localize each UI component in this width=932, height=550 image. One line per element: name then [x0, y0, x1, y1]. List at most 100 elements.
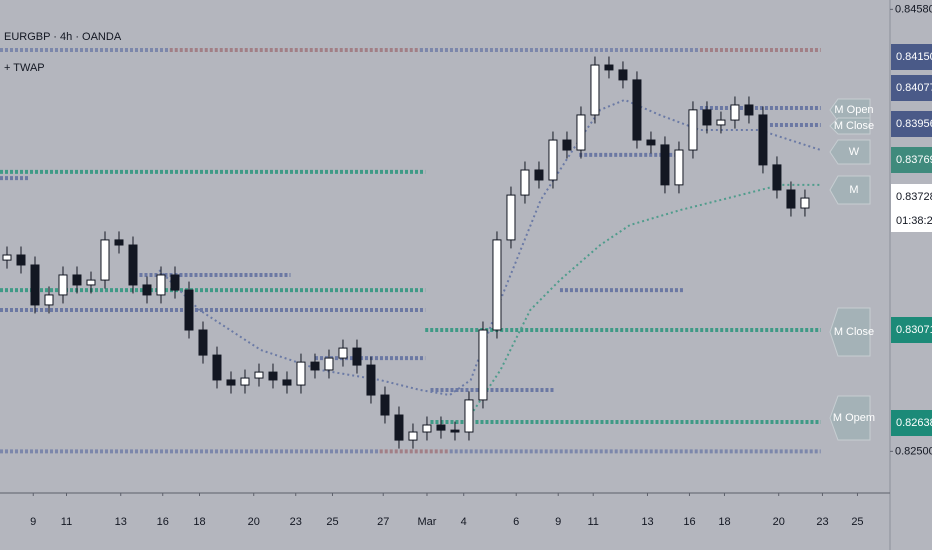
candle-body: [240, 377, 250, 386]
candle-body: [324, 357, 334, 371]
x-tick-label: 11: [61, 516, 72, 528]
candle-body: [198, 329, 208, 356]
x-tick-label: 25: [851, 516, 863, 528]
x-tick-label: 9: [30, 516, 36, 528]
level-tag-shape: [829, 307, 871, 357]
candle-body: [786, 189, 796, 209]
candle-body: [772, 164, 782, 191]
candle-body: [86, 279, 96, 286]
candle-body: [156, 274, 166, 296]
candle-body: [380, 394, 390, 416]
candle-body: [422, 424, 432, 433]
candle-body: [800, 197, 810, 209]
countdown: 01:38:28: [896, 215, 932, 227]
x-tick-label: 18: [193, 516, 205, 528]
chart-title: EURGBP · 4h · OANDA: [4, 31, 122, 43]
candle-body: [716, 119, 726, 126]
candle-body: [16, 254, 26, 266]
candle-body: [72, 274, 82, 286]
candle-body: [310, 361, 320, 371]
level-tag: M Close: [834, 326, 874, 338]
plot-area: [0, 47, 822, 454]
indicator-label: + TWAP: [4, 62, 45, 74]
candle-body: [296, 361, 306, 386]
candle-body: [688, 109, 698, 151]
level-tag-shape: [829, 395, 871, 441]
price-tag-box: [891, 184, 932, 210]
x-tick-label: 13: [641, 516, 653, 528]
candle-body: [408, 431, 418, 441]
price-tag-box: [891, 75, 932, 101]
level-tag: M Close: [834, 120, 874, 132]
candle-body: [142, 284, 152, 296]
price-tag-box: [891, 410, 932, 436]
candle-body: [254, 371, 264, 379]
y-tick-label: 0.84580: [895, 3, 932, 15]
price-tag-label: 0.84150: [896, 51, 932, 63]
candle-body: [184, 289, 194, 331]
x-tick-label: Mar: [417, 516, 436, 528]
candle-body: [212, 354, 222, 381]
x-tick-label: 23: [290, 516, 302, 528]
level-tag: M Opem: [833, 412, 875, 424]
x-tick-label: 20: [773, 516, 785, 528]
candle-body: [226, 379, 236, 386]
candle-body: [58, 274, 68, 296]
x-tick-label: 25: [326, 516, 338, 528]
candle-body: [44, 294, 54, 306]
candle-body: [520, 169, 530, 196]
candle-body: [282, 379, 292, 386]
candle-body: [338, 347, 348, 359]
level-tag: W: [849, 146, 860, 158]
price-tag-label: 0.83071: [896, 324, 932, 336]
y-tick-label: 0.82500: [895, 445, 932, 457]
x-tick-label: 4: [461, 516, 467, 528]
candle-body: [464, 399, 474, 433]
candle-body: [604, 64, 614, 71]
candle-body: [450, 429, 460, 433]
candle-body: [506, 194, 516, 241]
candle-body: [478, 329, 488, 401]
candle-body: [352, 347, 362, 366]
x-tick-label: 6: [513, 516, 519, 528]
candle-body: [114, 239, 124, 246]
candle-body: [618, 69, 628, 81]
level-tag-shape: [829, 139, 871, 165]
x-tick-label: 23: [816, 516, 828, 528]
level-tag: M: [849, 184, 858, 196]
x-tick-label: 16: [683, 516, 695, 528]
price-tag-box: [891, 147, 932, 173]
price-tag-label: 0.84077: [896, 82, 932, 94]
candle-body: [576, 114, 586, 151]
x-tick-label: 13: [115, 516, 127, 528]
candle-body: [632, 79, 642, 141]
x-tick-label: 11: [588, 516, 599, 528]
price-tag-label: 0.83956: [896, 118, 932, 130]
price-tag-box: [891, 44, 932, 70]
candle-body: [660, 144, 670, 186]
level-tag: M Open: [834, 104, 873, 116]
candle-body: [758, 114, 768, 166]
candle-body: [590, 64, 600, 116]
candle-body: [744, 104, 754, 116]
candle-body: [128, 244, 138, 286]
countdown-box: [891, 210, 932, 232]
x-tick-label: 20: [248, 516, 260, 528]
candle-body: [394, 414, 404, 441]
candle-body: [100, 239, 110, 281]
level-tag-shape: [829, 175, 871, 205]
candle-body: [646, 139, 656, 146]
level-tag-shape: [829, 117, 871, 135]
candle-body: [548, 139, 558, 181]
candle-body: [30, 264, 40, 306]
candle-body: [702, 109, 712, 126]
candle-body: [562, 139, 572, 151]
candle-body: [436, 424, 446, 431]
candle-body: [674, 149, 684, 186]
candle-body: [2, 254, 12, 261]
candle-body: [492, 239, 502, 331]
x-tick-label: 9: [555, 516, 561, 528]
candle-body: [170, 274, 180, 291]
price-tag-label: 0.83728: [896, 191, 932, 203]
